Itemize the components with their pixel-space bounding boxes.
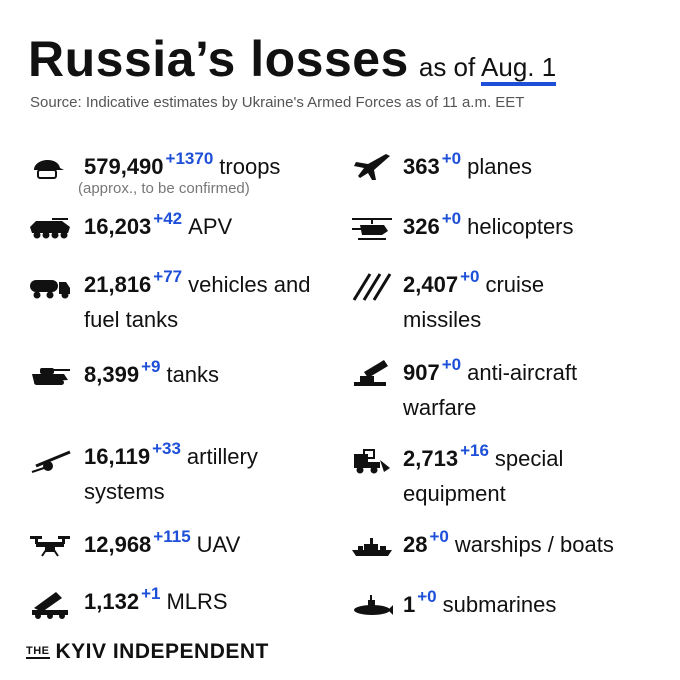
anti-aircraft-icon (350, 358, 394, 388)
item-planes: 363 +0 planes (403, 149, 532, 185)
delta: +9 (141, 357, 161, 376)
label-line2: warfare (403, 395, 477, 420)
value: 21,816 (84, 272, 152, 297)
label: helicopters (467, 214, 574, 239)
item-troops: 579,490 +1370 troops (84, 149, 281, 185)
delta: +0 (417, 587, 437, 606)
item-artillery: 16,119 +33 artillery systems (84, 439, 258, 508)
delta: +42 (153, 209, 183, 228)
title-date: Aug. 1 (481, 52, 557, 86)
tank-icon (28, 360, 72, 390)
value: 16,203 (84, 214, 152, 239)
value: 1 (403, 592, 416, 617)
item-special: 2,713 +16 special equipment (403, 441, 564, 510)
helicopter-icon (350, 213, 394, 243)
value: 28 (403, 532, 428, 557)
label: warships / boats (454, 532, 614, 557)
page-title: Russia’s losses as of Aug. 1 (28, 30, 557, 88)
submarine-icon (350, 592, 394, 622)
fuel-truck-icon (28, 272, 72, 302)
delta: +77 (153, 267, 183, 286)
delta: +0 (441, 209, 462, 228)
label: UAV (196, 532, 241, 557)
value: 12,968 (84, 532, 152, 557)
delta: +0 (441, 149, 462, 168)
item-warships: 28 +0 warships / boats (403, 527, 614, 563)
delta: +0 (460, 267, 480, 286)
label: artillery (186, 444, 258, 469)
special-equipment-icon (350, 446, 394, 476)
missiles-icon (350, 272, 394, 302)
item-antiair: 907 +0 anti-aircraft warfare (403, 355, 578, 424)
label-line2: fuel tanks (84, 307, 179, 332)
label: submarines (442, 592, 557, 617)
armored-vehicle-icon (28, 213, 72, 243)
item-uav: 12,968 +115 UAV (84, 527, 241, 563)
value: 326 (403, 214, 440, 239)
source-line: Source: Indicative estimates by Ukraine'… (30, 94, 525, 111)
warship-icon (350, 532, 394, 562)
delta: +115 (153, 527, 191, 546)
item-apv: 16,203 +42 APV (84, 209, 233, 245)
value: 363 (403, 154, 440, 179)
label: planes (467, 154, 532, 179)
item-submarines: 1 +0 submarines (403, 587, 557, 623)
label-line2: equipment (403, 481, 506, 506)
value: 2,713 (403, 446, 459, 471)
troops-note: (approx., to be confirmed) (78, 180, 250, 197)
rocket-launcher-icon (28, 590, 72, 620)
soldier-helmet-icon (28, 152, 72, 182)
delta: +1 (141, 584, 161, 603)
label: troops (219, 154, 281, 179)
item-tanks: 8,399 +9 tanks (84, 357, 220, 393)
value: 1,132 (84, 589, 140, 614)
delta: +16 (460, 441, 489, 460)
label: vehicles and (188, 272, 311, 297)
label: anti-aircraft (467, 360, 578, 385)
title-as-of: as of Aug. 1 (419, 52, 557, 86)
delta: +0 (429, 527, 449, 546)
value: 8,399 (84, 362, 140, 387)
item-helicopters: 326 +0 helicopters (403, 209, 574, 245)
title-main: Russia’s losses (28, 31, 409, 87)
label: APV (188, 214, 233, 239)
jet-icon (350, 152, 394, 182)
label: special (494, 446, 564, 471)
label: tanks (166, 362, 220, 387)
delta: +0 (441, 355, 462, 374)
item-vehicles: 21,816 +77 vehicles and fuel tanks (84, 267, 311, 336)
logo-the: THE (26, 645, 50, 659)
drone-icon (28, 530, 72, 560)
item-cruise: 2,407 +0 cruise missiles (403, 267, 545, 336)
value: 579,490 (84, 154, 164, 179)
value: 907 (403, 360, 440, 385)
value: 16,119 (84, 444, 151, 469)
item-mlrs: 1,132 +1 MLRS (84, 584, 228, 620)
label: MLRS (166, 589, 228, 614)
label-line2: systems (84, 479, 165, 504)
value: 2,407 (403, 272, 459, 297)
delta: +1370 (165, 149, 214, 168)
logo-name: KYIV INDEPENDENT (55, 640, 269, 663)
kyiv-independent-logo: THE KYIV INDEPENDENT (26, 640, 269, 664)
artillery-icon (28, 446, 72, 476)
label-line2: missiles (403, 307, 482, 332)
label: cruise (485, 272, 545, 297)
delta: +33 (152, 439, 181, 458)
